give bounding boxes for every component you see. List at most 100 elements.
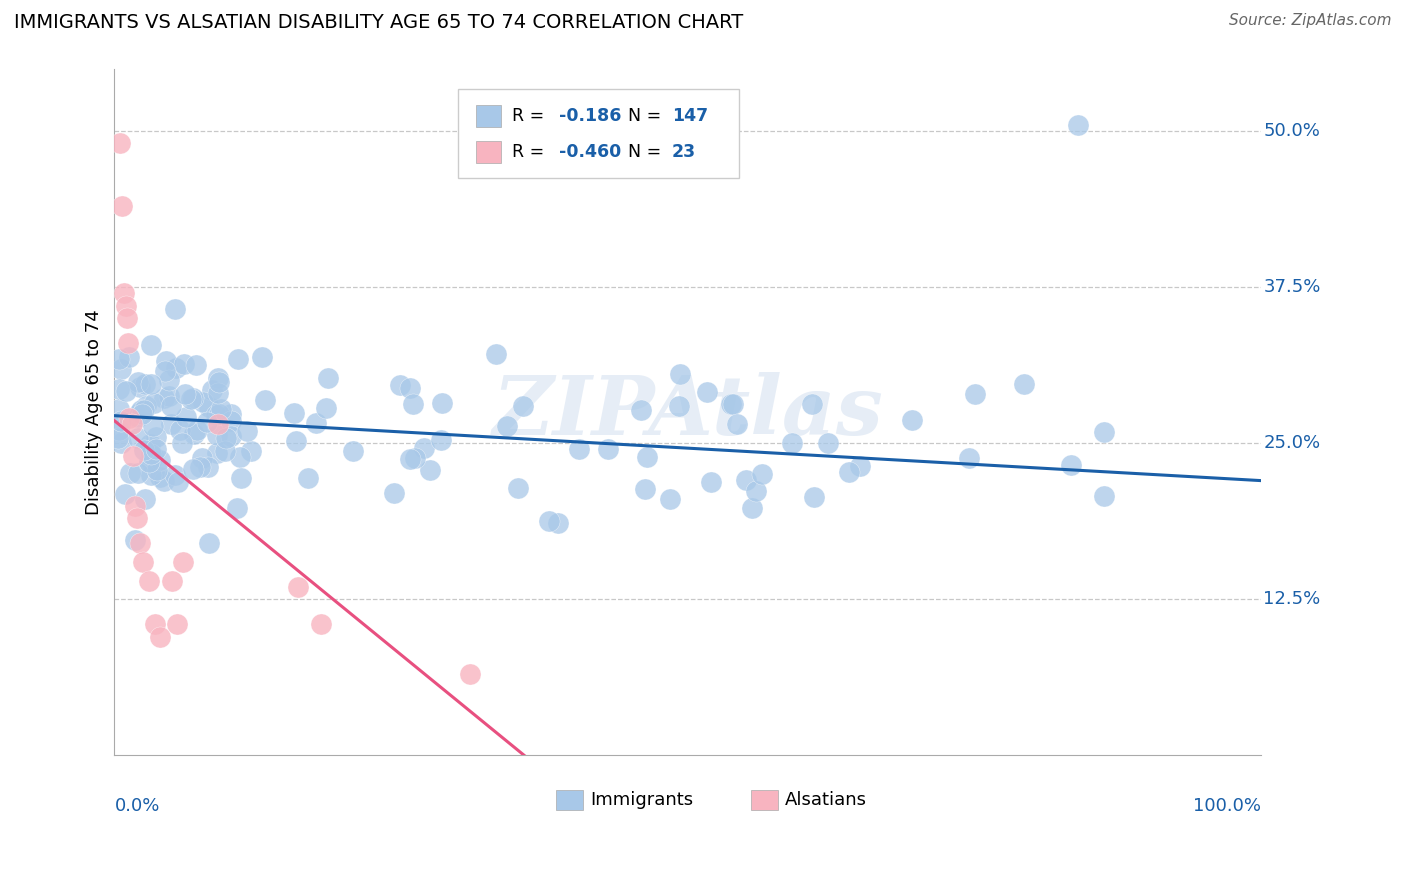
Point <box>145 430 167 444</box>
Point <box>226 500 249 515</box>
Point <box>669 368 692 382</box>
Text: -0.460: -0.460 <box>560 143 621 161</box>
Point <box>165 360 187 375</box>
Point <box>633 482 655 496</box>
Point <box>149 470 172 484</box>
Point <box>207 385 229 400</box>
Point <box>284 434 307 448</box>
Point <box>309 617 332 632</box>
Point <box>538 514 561 528</box>
Point <box>163 468 186 483</box>
Point <box>139 377 162 392</box>
Point <box>209 401 232 416</box>
Point <box>207 407 229 421</box>
Point <box>412 442 434 456</box>
Point <box>198 401 221 415</box>
Point <box>568 442 591 457</box>
Point <box>127 409 149 424</box>
Text: R =: R = <box>512 107 550 125</box>
Point <box>496 419 519 434</box>
Point <box>219 413 242 427</box>
Point <box>399 381 422 395</box>
Point <box>108 352 131 367</box>
Point <box>152 391 174 405</box>
Point <box>138 574 160 588</box>
Point <box>382 486 405 500</box>
Point <box>128 380 150 394</box>
Point <box>398 452 420 467</box>
Point <box>181 392 204 406</box>
Point <box>190 450 212 465</box>
Point <box>173 387 195 401</box>
Point <box>173 357 195 371</box>
Point <box>598 442 620 457</box>
Point <box>129 402 152 417</box>
Text: 23: 23 <box>672 143 696 161</box>
FancyBboxPatch shape <box>458 89 740 178</box>
Point <box>205 446 228 460</box>
Y-axis label: Disability Age 65 to 74: Disability Age 65 to 74 <box>86 309 103 515</box>
Point <box>215 431 238 445</box>
Point <box>207 428 229 442</box>
Point <box>197 415 219 429</box>
Point <box>696 384 718 399</box>
Point <box>146 463 169 477</box>
Point <box>700 475 723 490</box>
Point <box>817 435 839 450</box>
Point <box>149 630 172 644</box>
Text: ZIPAtlas: ZIPAtlas <box>492 372 883 452</box>
Point <box>134 442 156 457</box>
Point <box>142 396 165 410</box>
Bar <box>475 141 501 163</box>
Text: 147: 147 <box>672 107 707 125</box>
Point <box>134 491 156 506</box>
Point <box>253 393 276 408</box>
Point <box>163 302 186 317</box>
Point <box>305 416 328 430</box>
Text: 37.5%: 37.5% <box>1264 278 1320 296</box>
Point <box>432 395 454 409</box>
Point <box>181 462 204 476</box>
Point <box>283 406 305 420</box>
Point <box>124 499 146 513</box>
Point <box>108 382 131 396</box>
Text: -0.186: -0.186 <box>560 107 621 125</box>
Point <box>115 311 138 326</box>
Point <box>115 384 138 399</box>
Bar <box>751 790 779 810</box>
Point <box>252 351 274 365</box>
Point <box>219 407 242 421</box>
Point <box>1060 458 1083 472</box>
Point <box>720 397 742 411</box>
Point <box>131 407 153 421</box>
Point <box>404 450 426 465</box>
Point <box>780 436 803 450</box>
Point <box>155 353 177 368</box>
Point <box>117 336 139 351</box>
Point <box>108 136 131 151</box>
Text: IMMIGRANTS VS ALSATIAN DISABILITY AGE 65 TO 74 CORRELATION CHART: IMMIGRANTS VS ALSATIAN DISABILITY AGE 65… <box>14 13 744 32</box>
Point <box>900 413 922 427</box>
Point <box>111 199 134 213</box>
Point <box>128 406 150 420</box>
Point <box>127 466 149 480</box>
Point <box>174 409 197 424</box>
Bar <box>475 104 501 127</box>
Point <box>744 483 766 498</box>
Point <box>172 555 194 569</box>
Point <box>838 465 860 479</box>
Point <box>419 463 441 477</box>
Point <box>751 467 773 482</box>
Point <box>149 452 172 467</box>
Point <box>127 511 149 525</box>
Point <box>723 397 745 411</box>
Point <box>186 424 208 438</box>
Point <box>198 536 221 550</box>
Point <box>801 397 824 411</box>
Point <box>132 555 155 569</box>
Bar <box>555 790 583 810</box>
Point <box>388 378 411 392</box>
Point <box>235 424 257 438</box>
Point <box>1014 377 1036 392</box>
Point <box>142 418 165 433</box>
